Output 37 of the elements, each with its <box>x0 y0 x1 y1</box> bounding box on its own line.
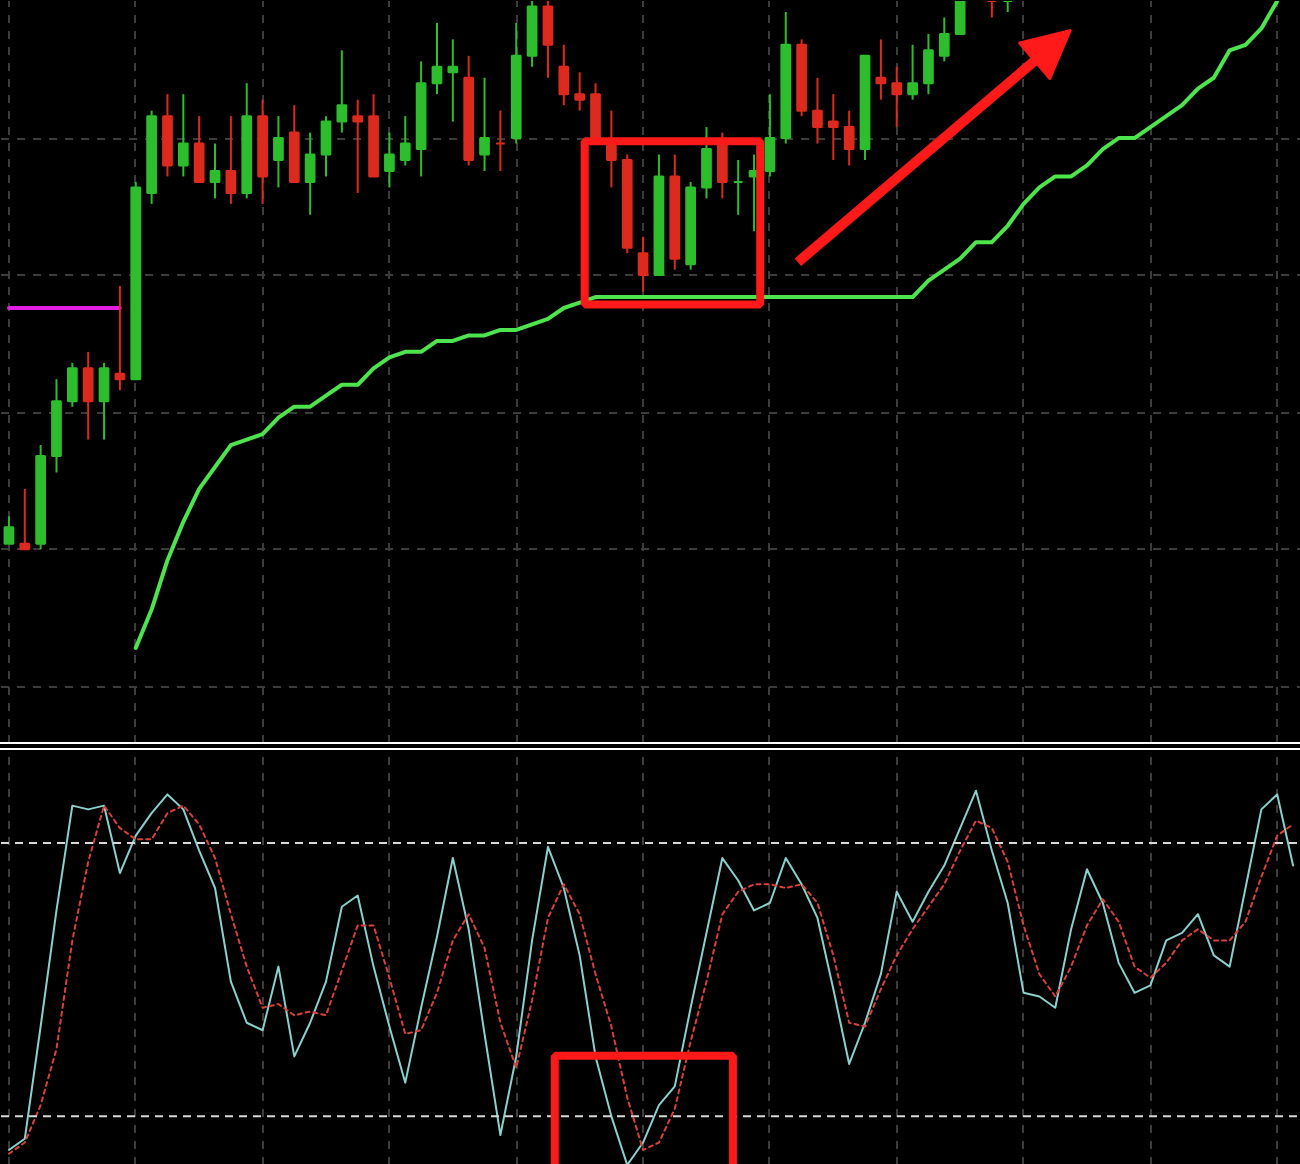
candlestick <box>558 43 570 107</box>
candlestick <box>352 98 364 194</box>
candlestick <box>320 115 332 178</box>
candlestick <box>3 515 15 545</box>
candlestick <box>716 131 728 200</box>
candlestick <box>479 76 490 172</box>
candlestick <box>209 142 221 200</box>
candlestick <box>399 115 411 167</box>
candlestick <box>701 126 712 200</box>
candlestick <box>827 93 839 161</box>
candlestick <box>843 109 855 167</box>
candlestick <box>98 361 110 441</box>
candlestick <box>304 131 316 216</box>
candlestick <box>431 21 443 96</box>
candlestick <box>225 115 237 205</box>
candlestick <box>606 109 617 189</box>
candlestick <box>923 32 934 96</box>
candlestick <box>273 115 284 189</box>
candlestick <box>938 16 950 63</box>
candlestick <box>447 38 459 123</box>
candlestick <box>637 235 649 293</box>
candlestick <box>907 43 918 101</box>
candlestick <box>336 49 348 134</box>
candlestick <box>177 93 189 178</box>
candlestick <box>574 71 586 112</box>
candlestick <box>812 76 823 145</box>
candlestick <box>193 115 205 183</box>
candlestick <box>66 361 78 408</box>
candlestick <box>114 285 126 392</box>
candlestick <box>19 487 31 551</box>
candlestick <box>82 350 94 441</box>
candlestick <box>891 65 903 129</box>
candlestick <box>875 38 887 101</box>
candlestick <box>954 1 966 35</box>
candlestick <box>764 93 776 178</box>
candlestick <box>384 131 395 189</box>
candlestick <box>542 1 554 79</box>
